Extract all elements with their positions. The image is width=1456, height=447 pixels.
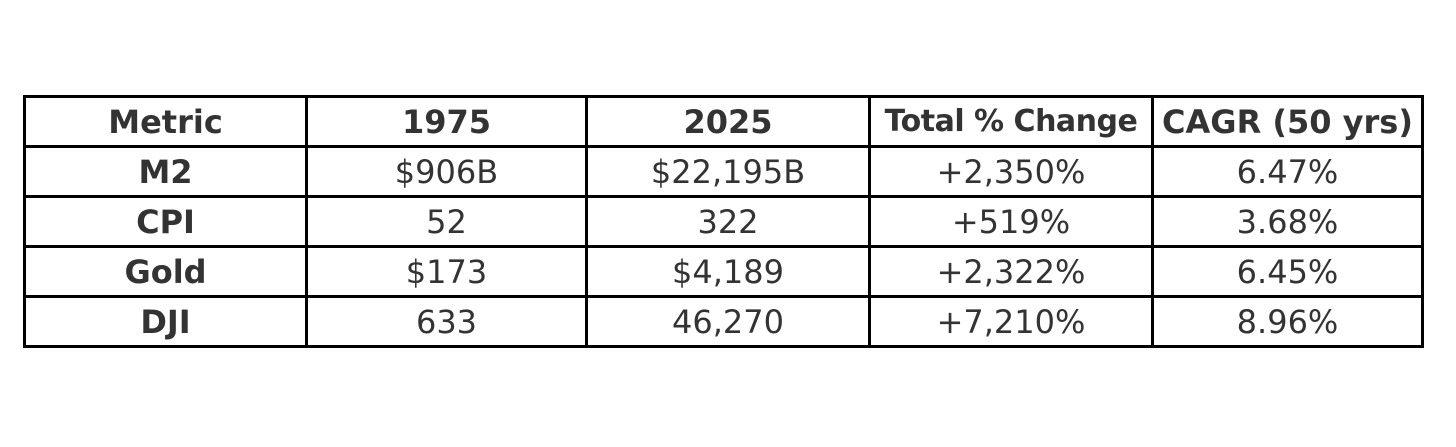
metrics-table-container: Metric 1975 2025 Total % Change CAGR (50… [23, 95, 1424, 348]
cell-cagr: 8.96% [1151, 295, 1424, 348]
table-row-m2: M2 $906B $22,195B +2,350% 6.47% [23, 145, 1424, 198]
column-header-metric: Metric [23, 95, 308, 148]
cell-total-pct-change: +2,350% [868, 145, 1154, 198]
column-header-1975: 1975 [305, 95, 588, 148]
cell-1975-value: $173 [305, 245, 588, 298]
cell-total-pct-change: +2,322% [868, 245, 1154, 298]
column-header-cagr: CAGR (50 yrs) [1151, 95, 1424, 148]
cell-2025-value: 322 [585, 195, 871, 248]
cell-metric: Gold [23, 245, 308, 298]
cell-metric: DJI [23, 295, 308, 348]
metrics-table: Metric 1975 2025 Total % Change CAGR (50… [23, 95, 1424, 348]
cell-total-pct-change: +7,210% [868, 295, 1154, 348]
cell-1975-value: 633 [305, 295, 588, 348]
table-row-gold: Gold $173 $4,189 +2,322% 6.45% [23, 245, 1424, 298]
cell-1975-value: 52 [305, 195, 588, 248]
column-header-2025: 2025 [585, 95, 871, 148]
cell-2025-value: 46,270 [585, 295, 871, 348]
cell-2025-value: $4,189 [585, 245, 871, 298]
cell-1975-value: $906B [305, 145, 588, 198]
cell-cagr: 3.68% [1151, 195, 1424, 248]
table-header-row: Metric 1975 2025 Total % Change CAGR (50… [23, 95, 1424, 148]
cell-cagr: 6.47% [1151, 145, 1424, 198]
cell-metric: CPI [23, 195, 308, 248]
table-row-cpi: CPI 52 322 +519% 3.68% [23, 195, 1424, 248]
cell-cagr: 6.45% [1151, 245, 1424, 298]
cell-total-pct-change: +519% [868, 195, 1154, 248]
column-header-total-pct-change: Total % Change [868, 95, 1154, 148]
table-row-dji: DJI 633 46,270 +7,210% 8.96% [23, 295, 1424, 348]
cell-metric: M2 [23, 145, 308, 198]
cell-2025-value: $22,195B [585, 145, 871, 198]
